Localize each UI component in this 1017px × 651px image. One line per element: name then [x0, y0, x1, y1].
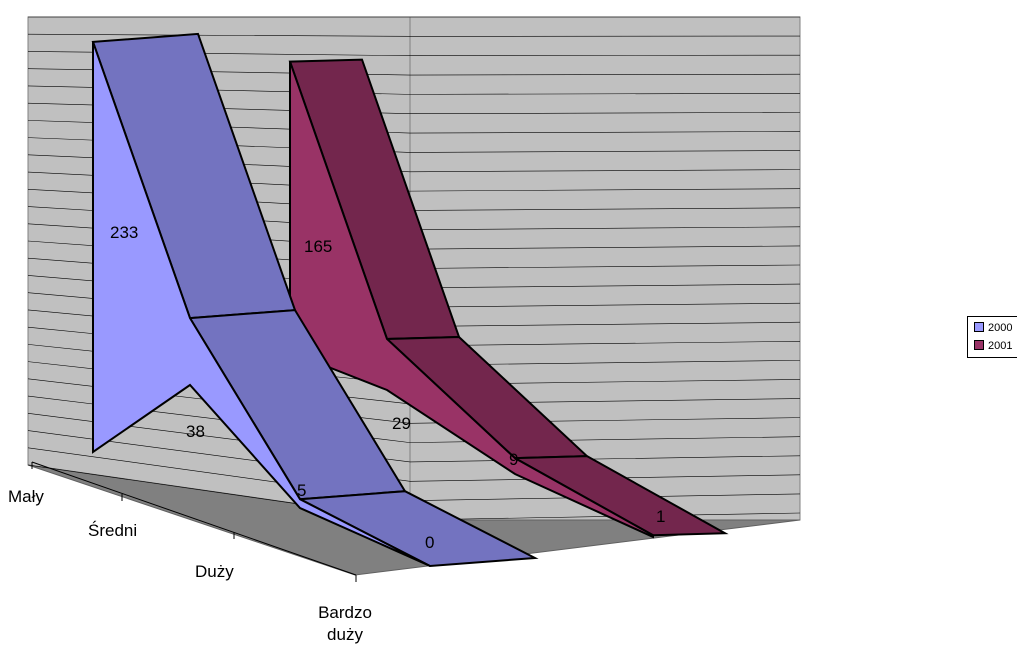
gridline — [409, 455, 801, 463]
gridline — [409, 54, 801, 56]
legend-item-2001: 2001 — [974, 339, 1012, 353]
series-layer: 165 29 9 1 233 38 5 0 — [91, 32, 729, 568]
category-label: Bardzo duży — [318, 603, 372, 644]
data-label-2001: 29 — [392, 414, 411, 433]
legend: 2000 2001 — [967, 316, 1017, 358]
legend-swatch-2000 — [974, 322, 984, 332]
data-label-2000: 38 — [186, 422, 205, 441]
series-front-face — [92, 41, 431, 567]
gridline — [409, 93, 801, 95]
gridline — [409, 207, 801, 211]
category-axis: Mały Średni Duży Bardzo duży — [8, 461, 372, 644]
gridline — [409, 302, 801, 308]
category-label: Średni — [88, 521, 137, 540]
gridline — [409, 512, 801, 521]
gridline — [27, 51, 411, 56]
gridline — [409, 169, 801, 173]
gridline — [409, 245, 801, 250]
gridline — [409, 321, 801, 327]
gridline — [409, 283, 801, 289]
data-label-2001: 165 — [304, 237, 332, 256]
legend-swatch-2001 — [974, 340, 984, 350]
gridline — [409, 131, 801, 134]
data-label-2000: 5 — [297, 481, 306, 500]
gridlines — [27, 16, 801, 521]
gridline — [409, 112, 801, 115]
data-label-2000: 233 — [110, 223, 138, 242]
series-2000: 233 38 5 0 — [91, 32, 539, 568]
data-label-2001: 1 — [656, 507, 665, 526]
gridline — [409, 226, 801, 231]
data-label-2000: 0 — [425, 533, 434, 552]
gridline — [27, 33, 411, 37]
legend-item-2000: 2000 — [974, 321, 1012, 335]
category-axis-line — [31, 461, 357, 576]
gridline — [409, 150, 801, 153]
category-label: Duży — [195, 562, 234, 581]
legend-label-2000: 2000 — [988, 322, 1013, 334]
gridline — [409, 188, 801, 192]
category-label: Mały — [8, 487, 44, 506]
gridline — [409, 73, 801, 76]
gridline — [409, 264, 801, 269]
data-label-2001: 9 — [509, 450, 518, 469]
legend-label-2001: 2001 — [988, 340, 1013, 352]
gridline — [409, 341, 801, 347]
